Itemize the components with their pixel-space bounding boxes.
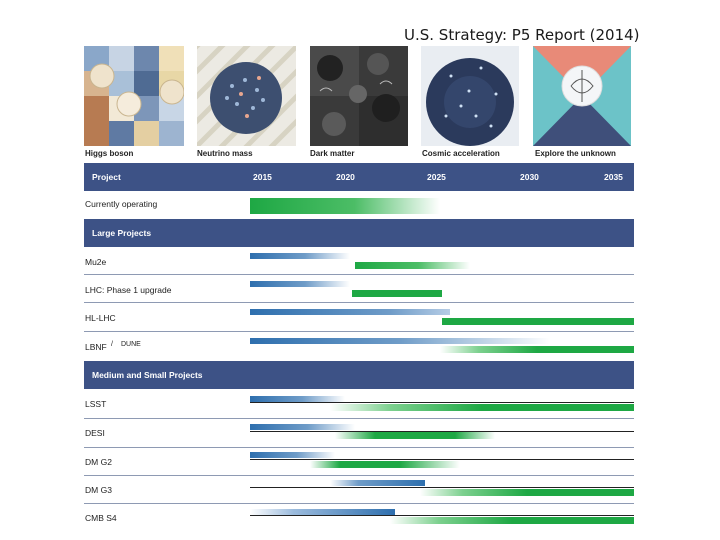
neutrino-sphere-image bbox=[197, 46, 296, 146]
hl-lhc-row-divider bbox=[84, 331, 634, 332]
neutrino-mass-panel bbox=[197, 46, 296, 146]
lhc-phase1-construction-bar bbox=[352, 290, 442, 297]
mu2e-design-bar bbox=[250, 253, 350, 259]
cmb-s4-construction-bar bbox=[390, 517, 634, 524]
cosmic-acceleration-image bbox=[421, 46, 519, 146]
lbnf-label: LBNF bbox=[85, 342, 107, 352]
lsst-label: LSST bbox=[85, 399, 107, 409]
dm-g2-row-line bbox=[250, 459, 634, 460]
dm-g3-label: DM G3 bbox=[85, 485, 112, 495]
dm-g3-construction-bar bbox=[420, 489, 634, 496]
dune-label: DUNE bbox=[121, 341, 141, 348]
lhc-phase1-row-divider bbox=[84, 302, 634, 303]
higgs-tiles-image bbox=[84, 46, 184, 146]
year-2025: 2025 bbox=[427, 172, 446, 182]
dm-g2-label: DM G2 bbox=[85, 457, 112, 467]
hl-lhc-construction-bar bbox=[442, 318, 634, 325]
neutrino-mass-label: Neutrino mass bbox=[197, 149, 253, 158]
cmb-s4-design-bar bbox=[250, 509, 395, 515]
large-projects-header: Large Projects bbox=[84, 219, 634, 247]
dm-g2-row-divider bbox=[84, 475, 634, 476]
lsst-row-divider bbox=[84, 418, 634, 419]
lbnf-dune-separator: / bbox=[111, 341, 113, 348]
year-2020: 2020 bbox=[336, 172, 355, 182]
page-title: U.S. Strategy: P5 Report (2014) bbox=[404, 26, 640, 44]
lbnf-construction-bar bbox=[440, 346, 634, 353]
lsst-design-bar bbox=[250, 396, 345, 402]
cosmic-acceleration-panel bbox=[421, 46, 519, 146]
desi-label: DESI bbox=[85, 428, 105, 438]
dm-g3-row-line bbox=[250, 487, 634, 488]
hl-lhc-label: HL-LHC bbox=[85, 313, 116, 323]
higgs-boson-panel bbox=[84, 46, 184, 146]
cmb-s4-label: CMB S4 bbox=[85, 513, 117, 523]
mu2e-label: Mu2e bbox=[85, 257, 107, 267]
higgs-boson-label: Higgs boson bbox=[85, 149, 134, 158]
desi-row-divider bbox=[84, 447, 634, 448]
lhc-phase1-design-bar bbox=[250, 281, 350, 287]
cmb-s4-row-line bbox=[250, 515, 634, 516]
year-2015: 2015 bbox=[253, 172, 272, 182]
dark-matter-image bbox=[310, 46, 408, 146]
dm-g2-construction-bar bbox=[310, 461, 460, 468]
dm-g2-design-bar bbox=[250, 452, 335, 458]
lhc-phase1-label: LHC: Phase 1 upgrade bbox=[85, 285, 172, 295]
project-column-label: Project bbox=[92, 172, 121, 182]
currently-operating-bar bbox=[250, 198, 440, 214]
lbnf-design-bar bbox=[250, 338, 550, 344]
dark-matter-panel bbox=[310, 46, 408, 146]
mu2e-construction-bar bbox=[355, 262, 470, 269]
desi-construction-bar bbox=[335, 432, 495, 439]
lsst-construction-bar bbox=[330, 404, 634, 411]
medium-small-projects-header: Medium and Small Projects bbox=[84, 361, 634, 389]
explore-unknown-panel bbox=[533, 46, 631, 146]
desi-design-bar bbox=[250, 424, 355, 430]
timeline-header: Project 2015 2020 2025 2030 2035 bbox=[84, 163, 634, 191]
desi-row-line bbox=[250, 431, 634, 432]
currently-operating-label: Currently operating bbox=[85, 199, 158, 209]
medium-small-projects-label: Medium and Small Projects bbox=[92, 370, 203, 380]
explore-unknown-image bbox=[533, 46, 631, 146]
dm-g3-design-bar bbox=[330, 480, 425, 486]
cosmic-acceleration-label: Cosmic acceleration bbox=[422, 149, 500, 158]
dm-g3-row-divider bbox=[84, 503, 634, 504]
explore-unknown-label: Explore the unknown bbox=[535, 149, 616, 158]
year-2035: 2035 bbox=[604, 172, 623, 182]
large-projects-label: Large Projects bbox=[92, 228, 152, 238]
hl-lhc-design-bar bbox=[250, 309, 450, 315]
mu2e-row-divider bbox=[84, 274, 634, 275]
year-2030: 2030 bbox=[520, 172, 539, 182]
lsst-row-line bbox=[250, 402, 634, 403]
dark-matter-label: Dark matter bbox=[310, 149, 355, 158]
